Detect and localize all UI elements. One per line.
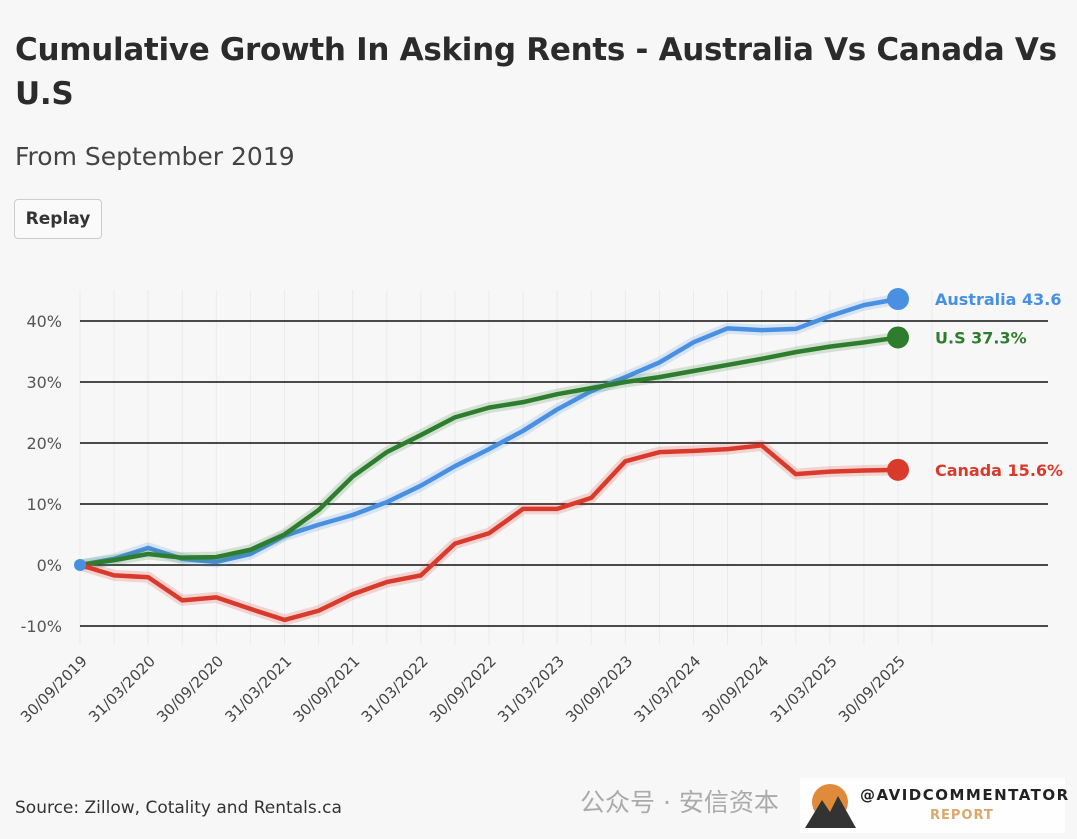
- series-end-marker: [887, 458, 909, 481]
- mountain-logo-icon: [805, 784, 856, 828]
- x-tick-label: 31/03/2020: [85, 652, 159, 726]
- x-tick-label: 31/03/2022: [358, 652, 432, 726]
- logo-text: @AVIDCOMMENTATOR: [860, 786, 1070, 804]
- y-tick-label: 10%: [26, 495, 62, 514]
- x-tick-label: 30/09/2019: [17, 652, 91, 726]
- logo-subtext: REPORT: [930, 808, 994, 823]
- series-end-marker: [887, 326, 909, 349]
- x-tick-label: 30/09/2022: [426, 652, 500, 726]
- x-tick-label: 30/09/2025: [835, 652, 909, 726]
- y-tick-label: 30%: [26, 373, 62, 392]
- chart-subtitle: From September 2019: [15, 142, 295, 171]
- x-tick-label: 30/09/2024: [699, 652, 773, 726]
- chart-title: Cumulative Growth In Asking Rents - Aust…: [15, 32, 1057, 112]
- replay-button[interactable]: Replay: [14, 199, 102, 239]
- source-note: Source: Zillow, Cotality and Rentals.ca: [15, 798, 342, 818]
- x-tick-label: 31/03/2024: [630, 652, 704, 726]
- series-line-canada: [79, 443, 899, 623]
- series-end-label: Australia 43.6: [935, 290, 1061, 309]
- series-end-label: Canada 15.6%: [935, 461, 1063, 480]
- origin-marker: [74, 559, 86, 571]
- brand-logo: @AVIDCOMMENTATOR REPORT: [800, 778, 1068, 833]
- x-tick-label: 30/09/2021: [290, 652, 364, 726]
- watermark: 公众号 · 安信资本: [580, 788, 779, 817]
- y-tick-label: 0%: [37, 556, 62, 575]
- y-tick-label: 20%: [26, 434, 62, 453]
- series-line-us: [79, 335, 899, 568]
- series-line-australia: [79, 296, 899, 568]
- x-tick-label: 31/03/2021: [221, 652, 295, 726]
- x-tick-label: 31/03/2023: [494, 652, 568, 726]
- series-end-label: U.S 37.3%: [935, 328, 1027, 347]
- y-tick-label: 40%: [26, 312, 62, 331]
- x-tick-label: 31/03/2025: [767, 652, 841, 726]
- x-tick-label: 30/09/2020: [153, 652, 227, 726]
- series-end-marker: [887, 288, 909, 311]
- y-tick-label: -10%: [21, 617, 62, 636]
- x-tick-label: 30/09/2023: [562, 652, 636, 726]
